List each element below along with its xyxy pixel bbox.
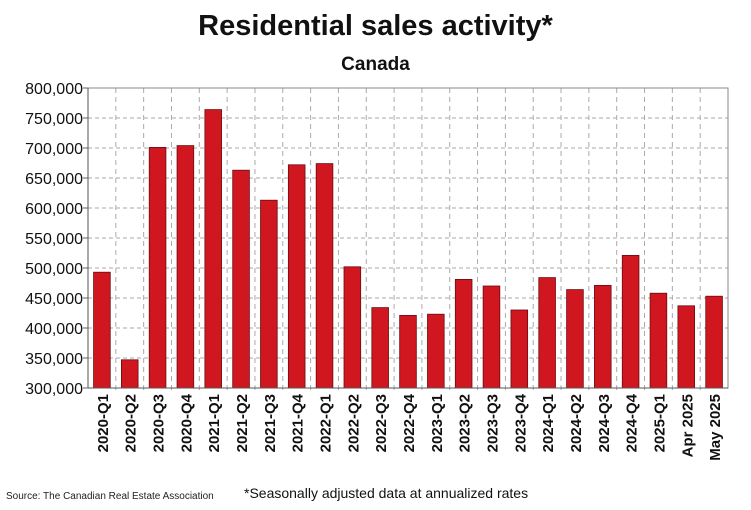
x-tick-label: 2020-Q4 [178,393,195,452]
y-tick-label: 500,000 [25,261,83,278]
bar [482,285,501,389]
y-tick-label: 750,000 [25,111,83,128]
bar [454,278,473,389]
bar [621,254,640,389]
bar [260,199,278,389]
bar [315,163,334,389]
y-tick-label: 650,000 [25,171,83,188]
x-tick-label: 2021-Q1 [206,394,223,452]
x-tick-label: 2022-Q3 [373,394,390,452]
x-tick-label: 2023-Q2 [457,394,474,452]
x-tick-label: 2020-Q2 [123,394,140,452]
x-tick-label: 2021-Q4 [290,393,307,452]
chart-title: Residential sales activity* [198,10,553,42]
chart-subtitle: Canada [341,54,410,75]
bar [399,314,417,389]
bar [510,309,529,389]
x-tick-label: May 2025 [707,394,724,461]
y-tick-label: 300,000 [25,381,83,398]
y-tick-label: 350,000 [25,351,83,368]
bar [232,169,250,389]
x-tick-label: 2025-Q1 [651,394,668,452]
y-tick-label: 550,000 [25,231,83,248]
bar [287,164,306,389]
footnote: *Seasonally adjusted data at annualized … [244,485,529,501]
bar [120,359,139,389]
x-tick-label: 2022-Q2 [345,394,362,452]
bar [93,271,111,389]
bar [176,145,195,389]
x-tick-label: 2024-Q1 [540,394,557,452]
x-tick-label: 2023-Q4 [512,393,529,452]
x-tick-label: 2021-Q3 [262,394,279,452]
x-tick-label: 2020-Q1 [95,394,112,452]
bar [566,289,584,389]
bar [371,307,389,389]
x-tick-label: 2023-Q3 [484,394,501,452]
bar [649,292,668,389]
x-tick-label: 2022-Q4 [401,393,418,452]
bar [594,284,612,389]
x-tick-label: Apr 2025 [679,394,696,457]
bar [538,277,556,389]
y-tick-label: 450,000 [25,291,83,308]
x-tick-label: 2024-Q2 [568,394,585,452]
bar [427,313,445,389]
y-tick-label: 600,000 [25,201,83,218]
bar [677,305,696,389]
x-tick-label: 2021-Q2 [234,394,251,452]
bar [204,109,222,389]
x-tick-label: 2024-Q4 [624,393,641,452]
bar [343,266,362,389]
y-tick-label: 400,000 [25,321,83,338]
source-note: Source: The Canadian Real Estate Associa… [6,491,214,502]
bar [148,146,167,389]
x-tick-label: 2020-Q3 [151,394,168,452]
y-tick-label: 700,000 [25,141,83,158]
y-tick-label: 800,000 [25,81,83,98]
x-tick-label: 2024-Q3 [596,394,613,452]
bar [705,295,723,389]
x-tick-label: 2023-Q1 [429,394,446,452]
x-tick-label: 2022-Q1 [318,394,335,452]
